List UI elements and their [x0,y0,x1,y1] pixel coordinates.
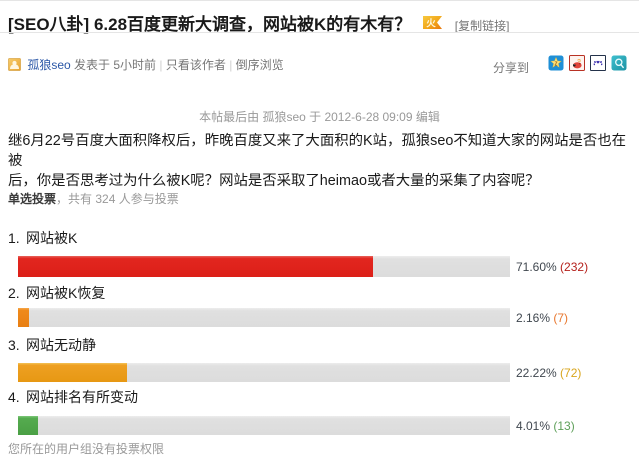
svg-text:火: 火 [426,18,436,29]
svg-text:Z: Z [554,61,557,67]
